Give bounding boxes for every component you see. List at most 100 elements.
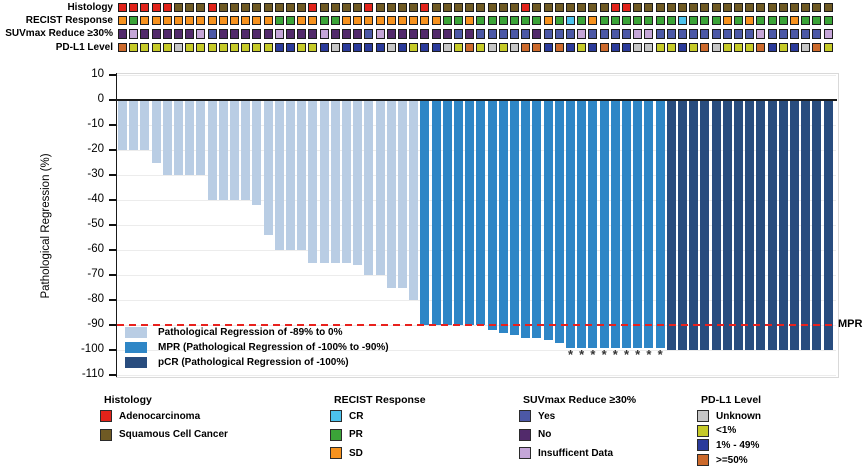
- track-cell-pdl1-level: [330, 42, 340, 53]
- track-cell-suvmax-reduce: [342, 29, 351, 39]
- bar-pcr: [778, 100, 788, 350]
- track-cell-recist-response: [734, 15, 743, 26]
- track-cell-pdl1-level: [140, 42, 150, 53]
- track-cell-suvmax-reduce: [308, 29, 318, 39]
- track-cell-recist-response: [633, 15, 643, 26]
- track-cell-recist-response: [308, 15, 318, 26]
- track-cell-histology: [767, 2, 777, 12]
- track-cell-pdl1-level: [196, 42, 206, 53]
- track-cell-recist-response: [196, 15, 206, 26]
- track-cell-recist-response: [319, 15, 329, 26]
- legend-item-label: SD: [349, 447, 363, 459]
- asterisk-marker: *: [579, 347, 585, 362]
- track-cell-suvmax-reduce: [633, 29, 643, 39]
- track-cell-suvmax-reduce: [812, 29, 822, 39]
- track-cell-histology: [588, 2, 598, 12]
- y-tick-label: -110: [81, 368, 104, 380]
- track-cell-recist-response: [498, 15, 508, 26]
- bar-regression: [297, 100, 307, 250]
- track-cell-recist-response: [644, 15, 654, 26]
- y-tick-label: -40: [87, 193, 104, 205]
- track-cell-histology: [633, 2, 643, 12]
- track-cell-pdl1-level: [319, 42, 329, 53]
- track-cell-histology: [498, 2, 508, 12]
- bar-regression: [286, 100, 295, 250]
- gridline: [117, 349, 836, 351]
- legend-swatch: [697, 424, 709, 437]
- track-cell-recist-response: [241, 15, 251, 26]
- legend-group-title: PD-L1 Level: [701, 394, 762, 406]
- track-cell-suvmax-reduce: [801, 29, 811, 39]
- track-cell-histology: [241, 2, 251, 12]
- track-cell-recist-response: [599, 15, 609, 26]
- track-cell-recist-response: [140, 15, 150, 26]
- legend-swatch: [330, 447, 342, 459]
- track-cell-pdl1-level: [823, 42, 833, 53]
- bar-regression: [353, 100, 363, 265]
- track-cell-suvmax-reduce: [420, 29, 430, 39]
- track-cell-histology: [790, 2, 799, 12]
- y-tick-mark: [109, 224, 116, 226]
- track-cell-recist-response: [801, 15, 811, 26]
- bar-mpr: [599, 100, 609, 348]
- track-cell-recist-response: [767, 15, 777, 26]
- track-cell-recist-response: [554, 15, 564, 26]
- bar-regression: [252, 100, 262, 205]
- track-cell-histology: [599, 2, 609, 12]
- bar-mpr: [498, 100, 508, 333]
- track-label-recist-response: RECIST Response: [25, 14, 113, 26]
- track-cell-histology: [442, 2, 452, 12]
- track-cell-recist-response: [342, 15, 351, 26]
- track-cell-recist-response: [174, 15, 183, 26]
- track-cell-histology: [297, 2, 307, 12]
- track-cell-histology: [230, 2, 239, 12]
- y-tick-mark: [109, 374, 116, 376]
- y-tick-mark: [109, 174, 116, 176]
- track-cell-recist-response: [442, 15, 452, 26]
- track-cell-recist-response: [420, 15, 430, 26]
- track-cell-pdl1-level: [308, 42, 318, 53]
- legend-item-label: Insufficent Data: [538, 447, 614, 459]
- bar-regression: [308, 100, 318, 263]
- legend-item-label: >=50%: [716, 454, 748, 466]
- track-cell-histology: [577, 2, 587, 12]
- mpr-threshold-line: [117, 324, 837, 326]
- asterisk-marker: *: [590, 347, 596, 362]
- track-cell-histology: [286, 2, 295, 12]
- y-axis-spine: [115, 73, 118, 377]
- track-cell-recist-response: [431, 15, 441, 26]
- bar-mpr: [420, 100, 430, 325]
- track-cell-histology: [420, 2, 430, 12]
- y-tick-label: -10: [87, 118, 104, 130]
- track-cell-suvmax-reduce: [745, 29, 755, 39]
- bar-regression: [174, 100, 183, 175]
- track-cell-suvmax-reduce: [554, 29, 564, 39]
- track-cell-pdl1-level: [599, 42, 609, 53]
- track-cell-pdl1-level: [790, 42, 799, 53]
- y-tick-mark: [109, 124, 116, 126]
- track-cell-pdl1-level: [722, 42, 732, 53]
- track-cell-histology: [543, 2, 553, 12]
- track-cell-suvmax-reduce: [174, 29, 183, 39]
- track-cell-suvmax-reduce: [118, 29, 127, 39]
- bar-mpr: [588, 100, 598, 348]
- track-cell-pdl1-level: [778, 42, 788, 53]
- asterisk-marker: *: [646, 347, 652, 362]
- track-cell-suvmax-reduce: [454, 29, 463, 39]
- bar-pcr: [700, 100, 710, 350]
- zero-baseline: [116, 99, 837, 101]
- bar-regression: [218, 100, 228, 200]
- track-cell-histology: [722, 2, 732, 12]
- bar-pcr: [801, 100, 811, 350]
- track-cell-histology: [655, 2, 665, 12]
- track-cell-suvmax-reduce: [286, 29, 295, 39]
- track-cell-suvmax-reduce: [678, 29, 687, 39]
- track-cell-pdl1-level: [532, 42, 542, 53]
- y-tick-mark: [109, 299, 116, 301]
- track-cell-recist-response: [666, 15, 676, 26]
- track-cell-pdl1-level: [756, 42, 766, 53]
- track-cell-recist-response: [566, 15, 575, 26]
- bar-regression: [319, 100, 329, 263]
- track-cell-recist-response: [286, 15, 295, 26]
- track-cell-recist-response: [476, 15, 486, 26]
